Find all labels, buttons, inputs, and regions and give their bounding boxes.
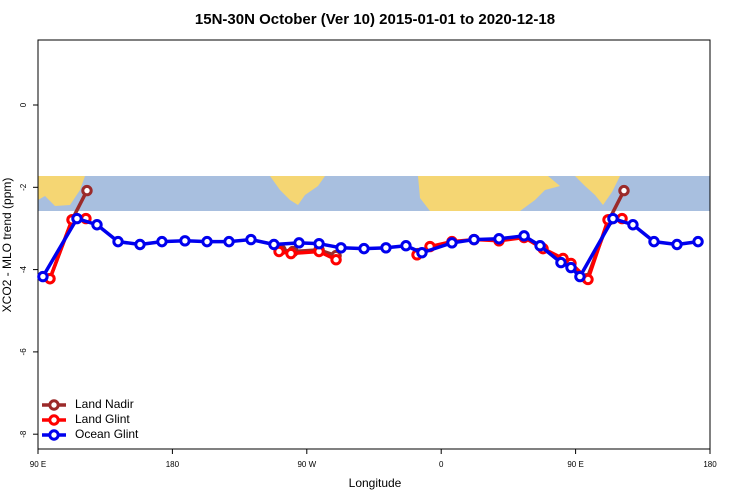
data-point xyxy=(518,230,530,242)
data-point xyxy=(565,261,577,274)
data-point xyxy=(648,235,660,248)
data-point xyxy=(223,235,235,248)
data-point xyxy=(468,233,480,246)
data-point xyxy=(179,235,191,247)
legend-marker xyxy=(48,414,60,426)
data-point xyxy=(134,238,146,251)
data-point xyxy=(245,233,257,246)
x-tick-label: 90 E xyxy=(30,460,46,469)
data-point xyxy=(91,219,103,231)
data-point xyxy=(201,235,213,248)
legend-marker xyxy=(48,429,60,441)
data-point xyxy=(268,238,280,251)
data-point xyxy=(555,256,567,269)
x-tick-label: 90 W xyxy=(297,460,316,469)
data-point xyxy=(293,237,305,249)
y-tick-label: -2 xyxy=(19,183,28,191)
x-tick-label: 180 xyxy=(703,460,717,469)
y-tick-label: -8 xyxy=(19,430,28,438)
data-point xyxy=(493,233,505,245)
data-point xyxy=(607,212,619,225)
data-point xyxy=(416,247,428,259)
plot-frame xyxy=(37,39,711,450)
legend-label: Land Glint xyxy=(75,412,130,426)
x-tick-label: 0 xyxy=(439,460,444,469)
legend-label: Land Nadir xyxy=(75,397,134,411)
data-point xyxy=(627,219,639,231)
data-point xyxy=(618,184,630,197)
data-point xyxy=(156,235,168,248)
data-point xyxy=(335,242,347,254)
data-point xyxy=(692,235,704,248)
y-axis-label: XCO2 - MLO trend (ppm) xyxy=(0,178,14,313)
data-point xyxy=(71,212,83,225)
y-tick-label: -4 xyxy=(19,265,28,273)
x-tick-label: 90 E xyxy=(567,460,583,469)
data-point xyxy=(446,237,458,249)
data-point xyxy=(330,254,342,266)
x-axis-label: Longitude xyxy=(349,476,402,490)
data-point xyxy=(112,235,124,248)
data-point xyxy=(358,242,370,255)
chart-title: 15N-30N October (Ver 10) 2015-01-01 to 2… xyxy=(195,11,555,28)
data-point xyxy=(671,238,683,251)
y-tick-label: -6 xyxy=(19,348,28,356)
data-point xyxy=(574,270,586,283)
y-tick-label: 0 xyxy=(19,102,28,107)
x-tick-label: 180 xyxy=(166,460,180,469)
data-point xyxy=(400,240,412,252)
data-point xyxy=(37,270,49,283)
legend-marker xyxy=(48,399,60,411)
data-point xyxy=(273,245,285,258)
data-point xyxy=(81,184,93,197)
legend-label: Ocean Glint xyxy=(75,427,139,441)
data-point xyxy=(285,247,297,260)
data-point xyxy=(380,242,392,254)
data-point xyxy=(534,240,546,252)
data-point xyxy=(313,237,325,250)
world-map-band xyxy=(38,176,710,211)
